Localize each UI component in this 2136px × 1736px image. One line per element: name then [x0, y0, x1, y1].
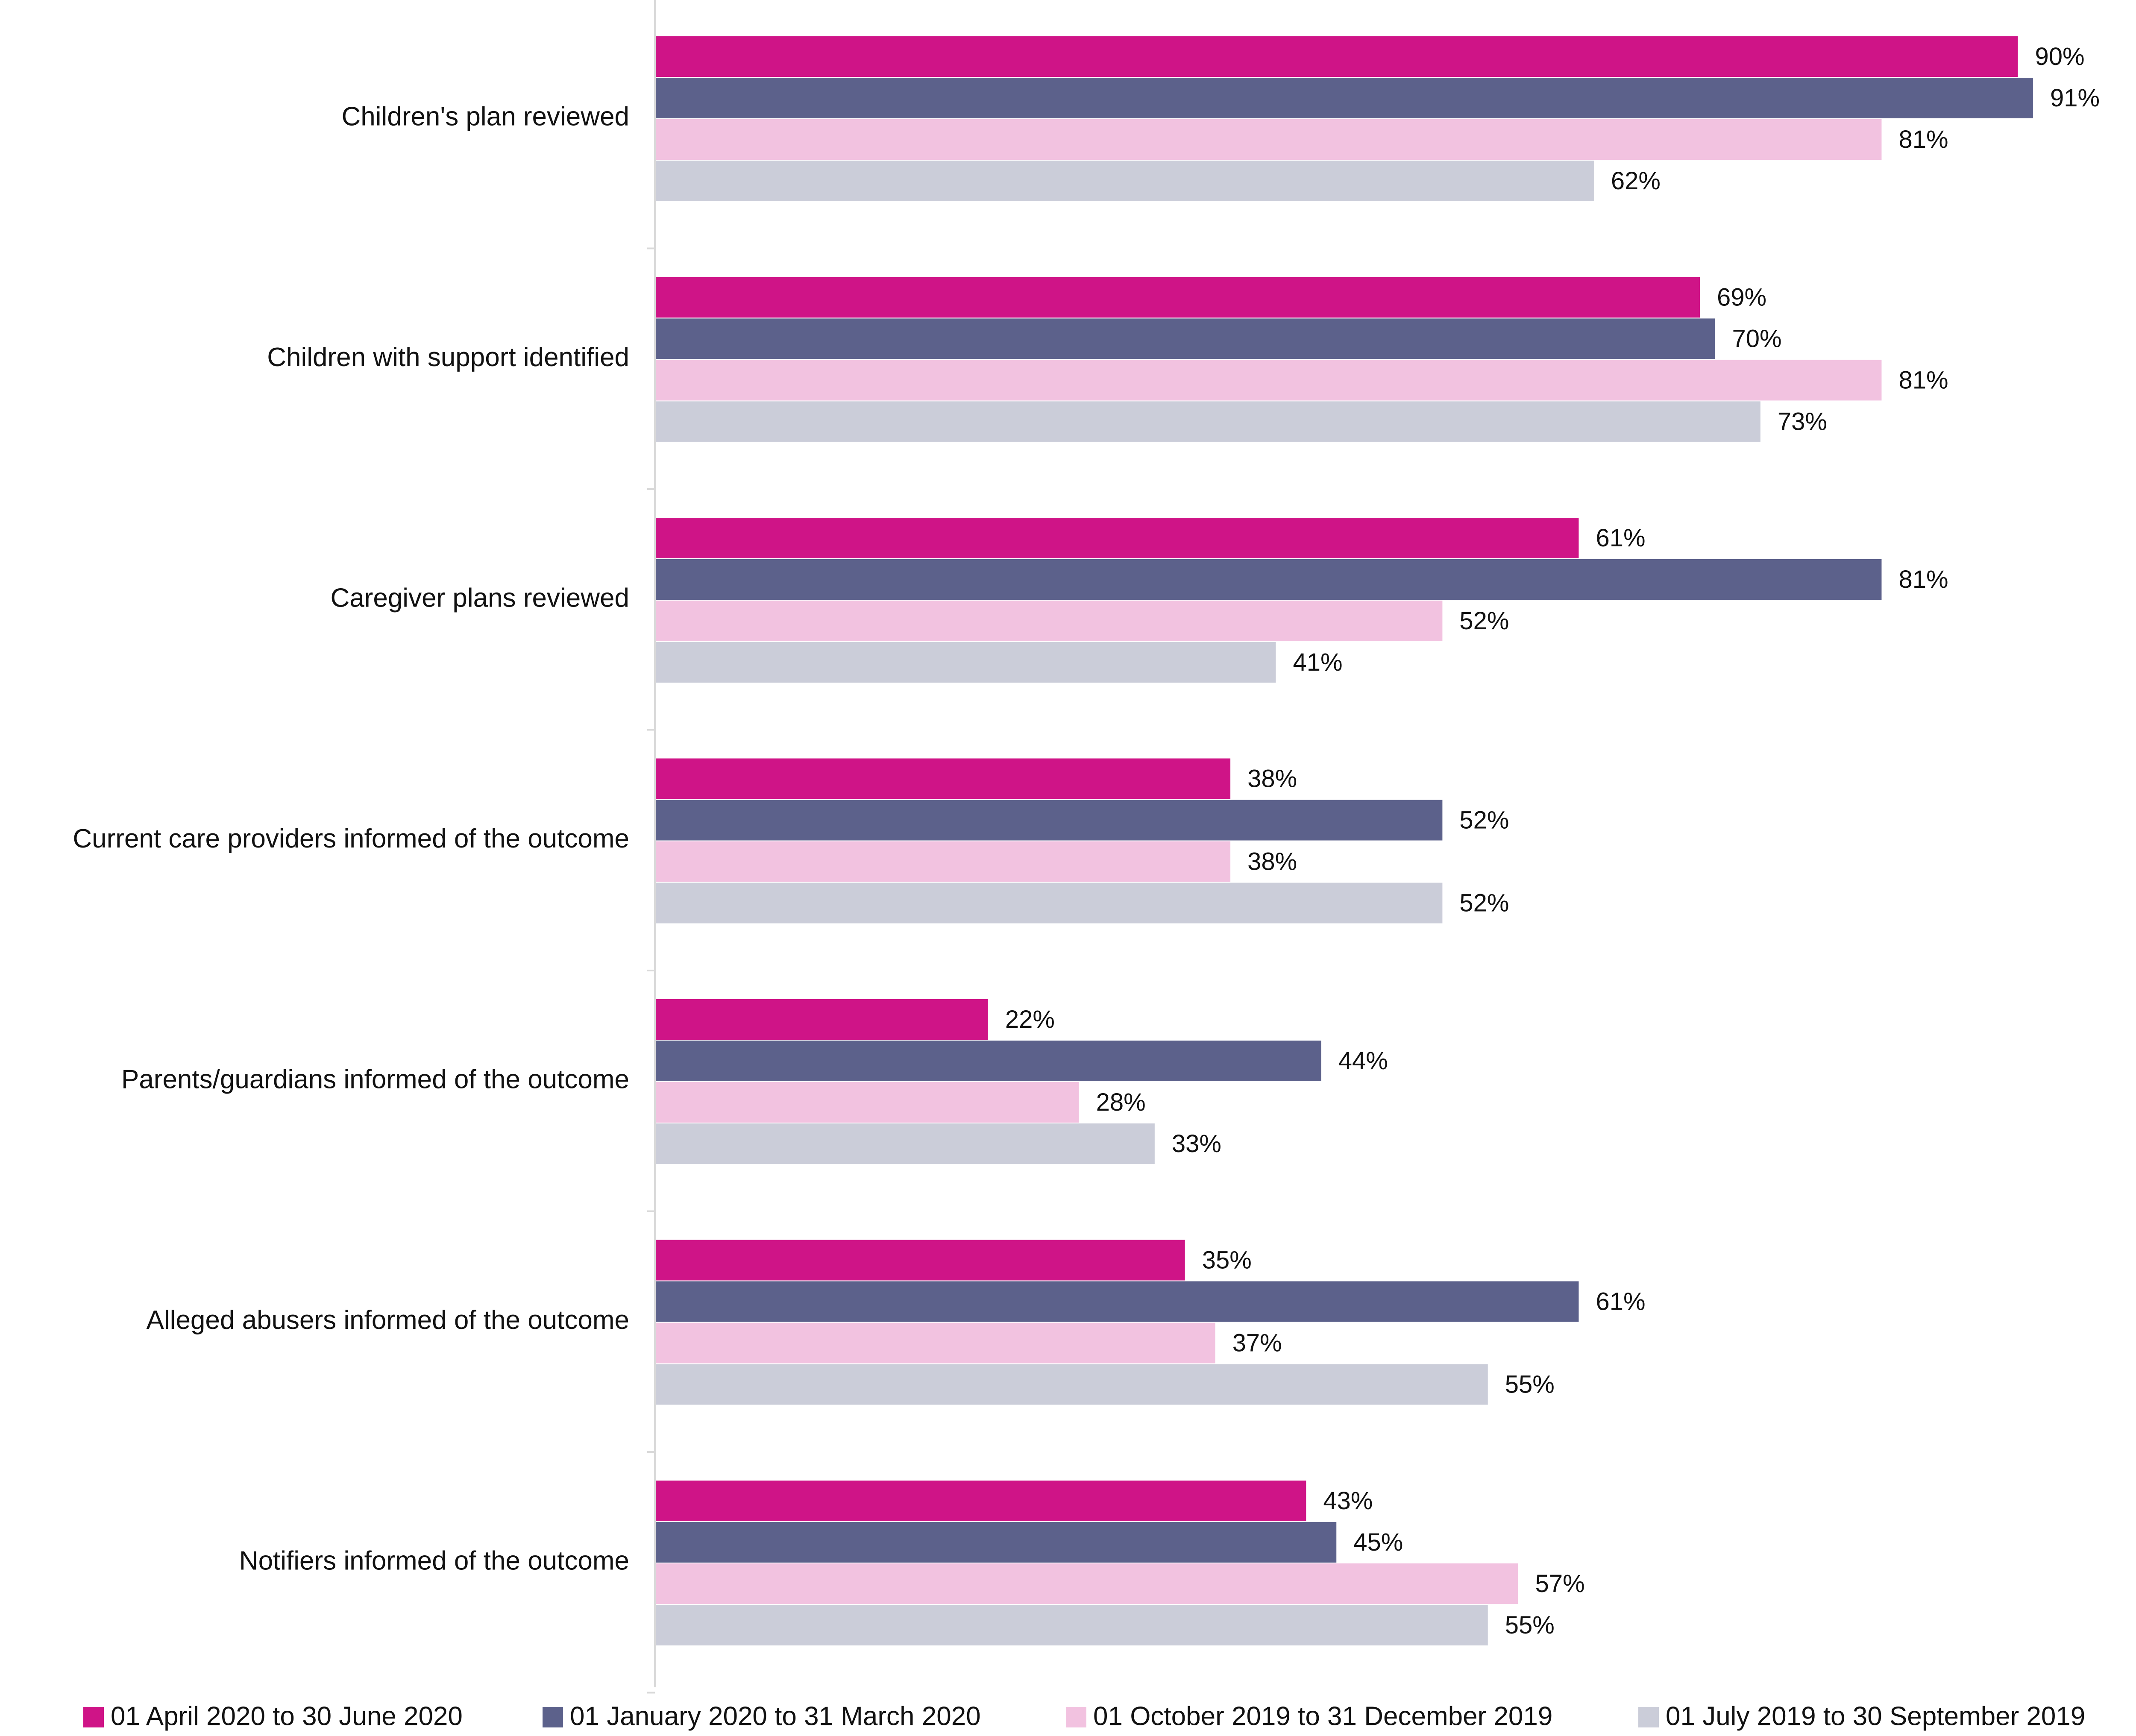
value-labels: 90% 91% 81% 62% 69% 70% 81% 73% 61% 81% 52% 41% 38% 5…: [1005, 43, 2100, 1639]
data-label: 35%: [1202, 1246, 1252, 1274]
category-label: Children with support identified: [267, 343, 629, 372]
data-label: 44%: [1338, 1047, 1388, 1075]
data-label: 70%: [1732, 325, 1782, 352]
bar: [655, 1281, 1579, 1322]
data-label: 45%: [1353, 1528, 1403, 1556]
legend-entry: 01 April 2020 to 30 June 2020: [111, 1701, 463, 1731]
legend-swatch: [1066, 1707, 1086, 1727]
bar: [655, 1364, 1488, 1405]
data-label: 61%: [1596, 1287, 1645, 1315]
category-label: Current care providers informed of the o…: [73, 824, 629, 853]
bar: [655, 161, 1594, 201]
data-label: 57%: [1535, 1570, 1585, 1598]
bar: [655, 401, 1760, 442]
bar: [655, 841, 1231, 882]
legend: 01 April 2020 to 30 June 2020 01 January …: [83, 1701, 2085, 1731]
bar: [655, 1041, 1321, 1081]
data-label: 43%: [1323, 1487, 1373, 1515]
data-label: 33%: [1172, 1130, 1221, 1158]
data-label: 55%: [1505, 1611, 1555, 1639]
bar: [655, 360, 1882, 401]
data-label: 38%: [1247, 847, 1297, 875]
data-label: 91%: [2050, 84, 2100, 112]
data-label: 69%: [1717, 283, 1766, 311]
bars-layer: [655, 36, 2033, 1645]
bar: [655, 1481, 1306, 1521]
bar: [655, 642, 1276, 683]
data-label: 37%: [1232, 1329, 1282, 1357]
data-label: 61%: [1596, 524, 1645, 552]
data-label: 81%: [1898, 126, 1948, 153]
bar: [655, 883, 1443, 924]
category-axis: [647, 0, 656, 1694]
bar: [655, 1522, 1337, 1563]
category-labels: Children's plan reviewed Children with su…: [73, 102, 629, 1575]
bar: [655, 277, 1700, 318]
bar: [655, 601, 1443, 641]
category-label: Caregiver plans reviewed: [330, 583, 629, 613]
bar: [655, 119, 1882, 160]
bar: [655, 1323, 1215, 1364]
data-label: 55%: [1505, 1370, 1555, 1398]
category-label: Alleged abusers informed of the outcome: [147, 1305, 629, 1335]
bar: [655, 518, 1579, 558]
category-label: Notifiers informed of the outcome: [239, 1546, 629, 1575]
data-label: 90%: [2035, 43, 2085, 70]
bar: [655, 1082, 1079, 1123]
bar: [655, 36, 2018, 77]
data-label: 38%: [1247, 765, 1297, 792]
bar: [655, 1123, 1155, 1164]
bar: [655, 1563, 1518, 1604]
data-label: 52%: [1459, 889, 1509, 917]
bar: [655, 800, 1443, 841]
bar: [655, 758, 1231, 799]
data-label: 62%: [1611, 167, 1661, 195]
bar: [655, 1605, 1488, 1645]
category-label: Children's plan reviewed: [341, 102, 629, 131]
data-label: 81%: [1898, 366, 1948, 394]
data-label: 28%: [1096, 1088, 1146, 1116]
bar: [655, 1240, 1185, 1281]
data-label: 81%: [1898, 566, 1948, 593]
data-label: 41%: [1293, 648, 1342, 676]
data-label: 52%: [1459, 607, 1509, 635]
legend-entry: 01 October 2019 to 31 December 2019: [1093, 1701, 1552, 1731]
legend-swatch: [1638, 1707, 1659, 1727]
legend-entry: 01 January 2020 to 31 March 2020: [570, 1701, 981, 1731]
data-label: 22%: [1005, 1006, 1055, 1033]
data-label: 73%: [1778, 408, 1827, 435]
bar: [655, 318, 1715, 359]
category-label: Parents/guardians informed of the outcom…: [121, 1064, 629, 1094]
bar: [655, 999, 988, 1040]
bar: [655, 559, 1882, 600]
legend-entry: 01 July 2019 to 30 September 2019: [1666, 1701, 2085, 1731]
bar: [655, 78, 2033, 118]
data-label: 52%: [1459, 806, 1509, 834]
legend-swatch: [543, 1707, 563, 1727]
legend-swatch: [83, 1707, 104, 1727]
